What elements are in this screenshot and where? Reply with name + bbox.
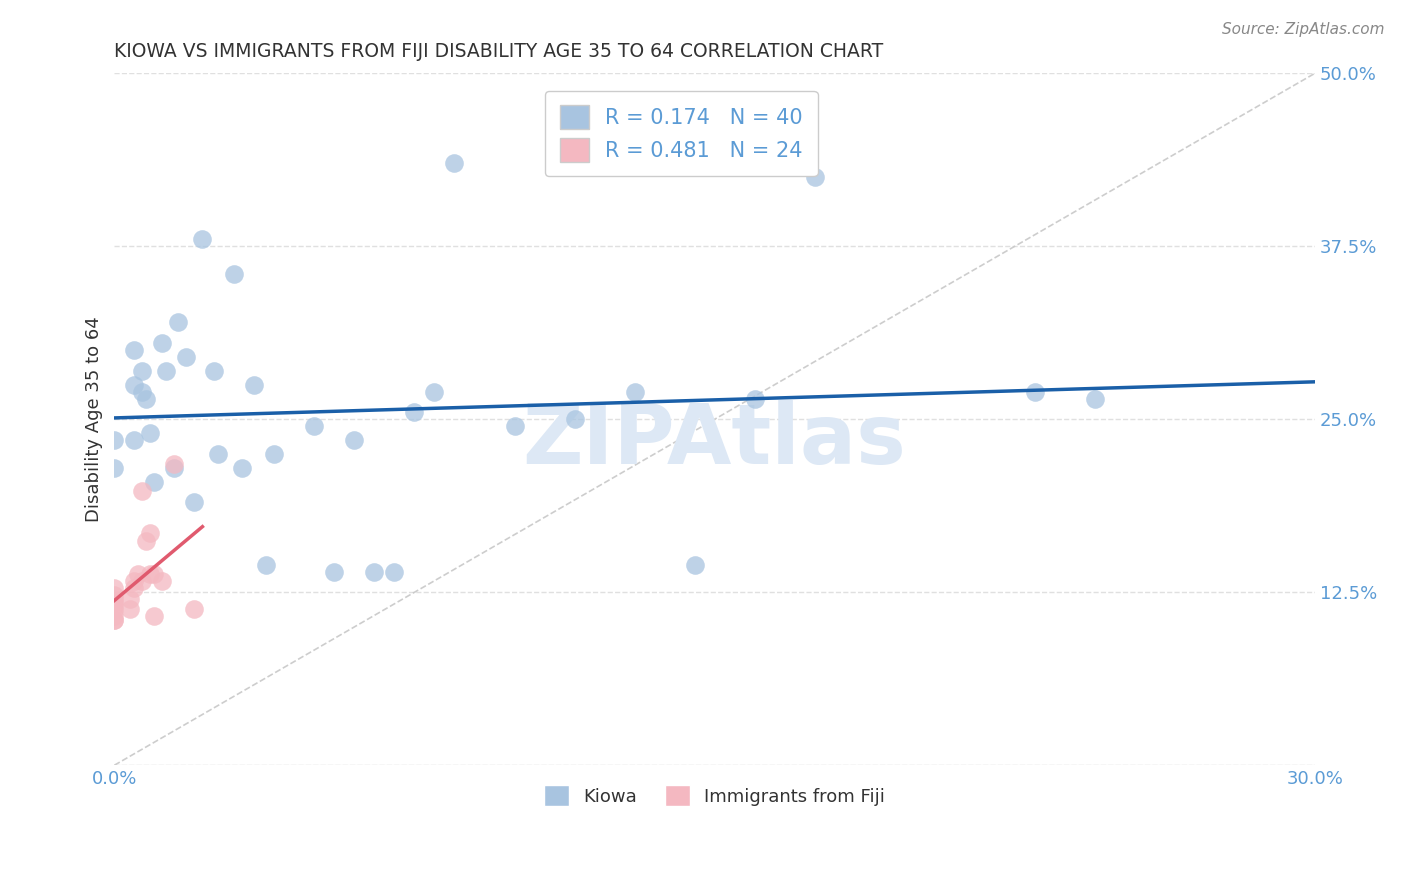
Point [120,592,142,607]
Point [124,574,146,589]
Point [131,384,153,399]
Point [103,613,125,627]
Point [363,565,385,579]
Point [124,343,146,358]
Point [304,419,326,434]
Point [131,574,153,589]
Text: Source: ZipAtlas.com: Source: ZipAtlas.com [1222,22,1385,37]
Point [103,613,125,627]
Point [183,602,205,616]
Point [139,567,162,582]
Point [143,475,166,489]
Point [1024,384,1046,399]
Point [443,156,465,170]
Point [143,567,166,582]
Point [135,392,157,406]
Point [103,599,125,613]
Point [152,336,174,351]
Point [564,412,586,426]
Point [384,565,406,579]
Point [744,392,766,406]
Point [127,567,149,582]
Point [163,457,186,471]
Point [103,588,125,602]
Point [343,433,366,447]
Point [139,426,162,441]
Point [103,608,125,623]
Legend: Kiowa, Immigrants from Fiji: Kiowa, Immigrants from Fiji [534,776,894,815]
Y-axis label: Disability Age 35 to 64: Disability Age 35 to 64 [86,317,103,522]
Text: KIOWA VS IMMIGRANTS FROM FIJI DISABILITY AGE 35 TO 64 CORRELATION CHART: KIOWA VS IMMIGRANTS FROM FIJI DISABILITY… [114,42,883,61]
Point [256,558,278,572]
Point [224,267,246,281]
Point [120,602,142,616]
Point [103,433,125,447]
Point [139,525,162,540]
Point [131,364,153,378]
Point [143,608,166,623]
Point [683,558,706,572]
Point [231,460,253,475]
Point [163,460,186,475]
Point [204,364,226,378]
Point [404,405,426,419]
Point [1084,392,1107,406]
Point [803,170,825,185]
Point [152,574,174,589]
Point [103,603,125,617]
Point [124,581,146,595]
Point [103,595,125,609]
Point [103,592,125,607]
Point [207,447,229,461]
Point [103,581,125,595]
Point [135,534,157,549]
Point [124,433,146,447]
Point [423,384,446,399]
Point [183,495,205,509]
Point [323,565,346,579]
Text: ZIPAtlas: ZIPAtlas [523,400,907,481]
Point [263,447,285,461]
Point [176,350,198,364]
Point [623,384,645,399]
Point [191,232,214,246]
Point [503,419,526,434]
Point [124,377,146,392]
Point [131,484,153,499]
Point [155,364,177,378]
Point [243,377,266,392]
Point [167,316,190,330]
Point [103,460,125,475]
